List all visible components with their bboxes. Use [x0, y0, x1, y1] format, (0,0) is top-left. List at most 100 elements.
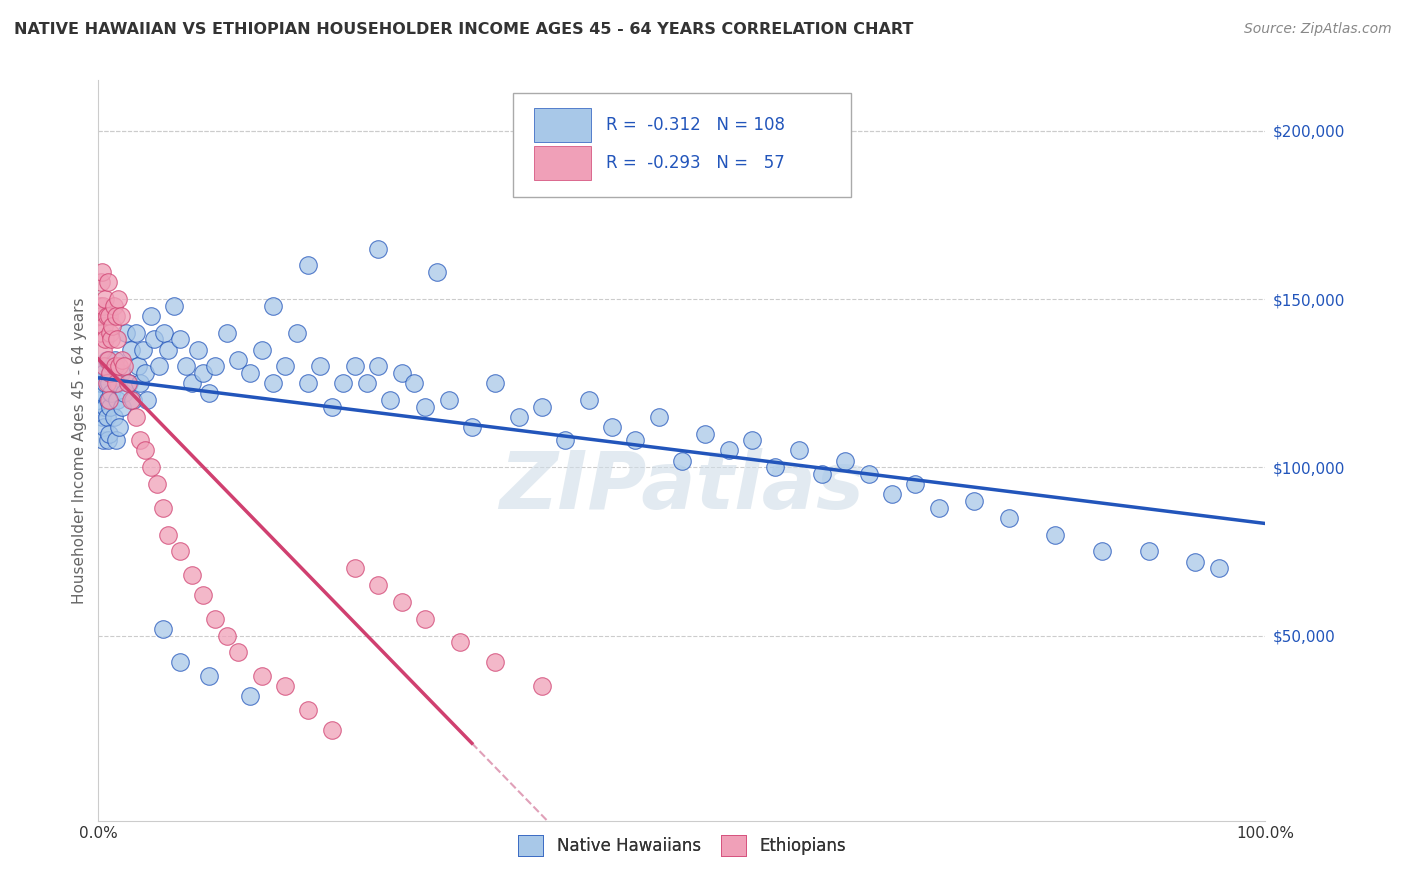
Point: [250, 669, 273, 683]
Point: [90, 326, 112, 340]
Point: [143, 333, 166, 347]
Point: [858, 467, 880, 481]
Point: [554, 434, 576, 448]
Point: [152, 622, 174, 636]
Point: [90, 376, 112, 391]
Point: [239, 689, 262, 703]
Point: [152, 326, 174, 340]
Point: [297, 376, 319, 391]
Point: [100, 333, 122, 347]
Point: [104, 359, 127, 374]
Point: [108, 420, 131, 434]
Point: [89, 299, 111, 313]
Point: [90, 359, 112, 374]
Point: [120, 392, 142, 407]
Point: [129, 376, 152, 391]
Point: [530, 679, 553, 693]
Point: [94, 292, 117, 306]
Point: [100, 386, 122, 401]
Point: [146, 477, 169, 491]
Point: [250, 343, 273, 357]
Point: [97, 434, 120, 448]
Point: [344, 359, 367, 374]
Point: [98, 400, 121, 414]
Point: [104, 352, 127, 367]
Point: [367, 578, 389, 592]
Point: [105, 333, 128, 347]
Point: [193, 366, 215, 380]
Point: [169, 333, 191, 347]
Point: [380, 392, 402, 407]
Text: ZIPatlas: ZIPatlas: [499, 449, 865, 526]
Point: [91, 343, 114, 357]
Point: [262, 376, 284, 391]
Text: R =  -0.312   N = 108: R = -0.312 N = 108: [606, 116, 785, 134]
FancyBboxPatch shape: [534, 146, 591, 180]
Point: [148, 359, 170, 374]
Point: [297, 259, 319, 273]
Point: [125, 326, 148, 340]
Point: [96, 309, 118, 323]
Point: [193, 588, 215, 602]
Point: [111, 400, 134, 414]
Point: [97, 376, 120, 391]
Point: [120, 343, 142, 357]
Point: [413, 400, 436, 414]
Point: [787, 443, 810, 458]
Point: [103, 299, 125, 313]
Point: [152, 500, 174, 515]
Point: [104, 309, 127, 323]
Point: [391, 595, 413, 609]
Point: [94, 333, 117, 347]
Point: [344, 561, 367, 575]
Point: [118, 376, 141, 391]
Point: [94, 376, 117, 391]
Point: [198, 669, 221, 683]
Point: [136, 392, 159, 407]
Text: NATIVE HAWAIIAN VS ETHIOPIAN HOUSEHOLDER INCOME AGES 45 - 64 YEARS CORRELATION C: NATIVE HAWAIIAN VS ETHIOPIAN HOUSEHOLDER…: [14, 22, 914, 37]
Point: [163, 299, 186, 313]
Point: [91, 386, 114, 401]
Point: [695, 426, 717, 441]
Point: [997, 510, 1019, 524]
Point: [262, 299, 284, 313]
Point: [90, 265, 112, 279]
Point: [285, 326, 308, 340]
Point: [239, 366, 262, 380]
Point: [741, 434, 763, 448]
Point: [127, 359, 149, 374]
Point: [93, 366, 115, 380]
Point: [1091, 544, 1114, 558]
Point: [484, 656, 506, 670]
Point: [96, 376, 118, 391]
Point: [97, 309, 120, 323]
Point: [763, 460, 786, 475]
Point: [461, 420, 484, 434]
Point: [671, 453, 693, 467]
Point: [228, 352, 250, 367]
Point: [157, 343, 180, 357]
Point: [90, 275, 112, 289]
Point: [107, 376, 129, 391]
Legend: Native Hawaiians, Ethiopians: Native Hawaiians, Ethiopians: [510, 827, 853, 864]
Point: [112, 359, 135, 374]
Point: [107, 292, 129, 306]
Point: [157, 527, 180, 541]
Point: [204, 359, 226, 374]
Point: [187, 343, 209, 357]
Text: R =  -0.293   N =   57: R = -0.293 N = 57: [606, 154, 785, 172]
Point: [129, 434, 152, 448]
Point: [134, 443, 156, 458]
Point: [904, 477, 927, 491]
Point: [1208, 561, 1230, 575]
Point: [90, 409, 112, 424]
Point: [125, 409, 148, 424]
Point: [132, 343, 155, 357]
Point: [508, 409, 530, 424]
Point: [104, 376, 127, 391]
Point: [332, 376, 354, 391]
Point: [91, 434, 114, 448]
Point: [169, 544, 191, 558]
Point: [174, 359, 197, 374]
Point: [198, 386, 221, 401]
